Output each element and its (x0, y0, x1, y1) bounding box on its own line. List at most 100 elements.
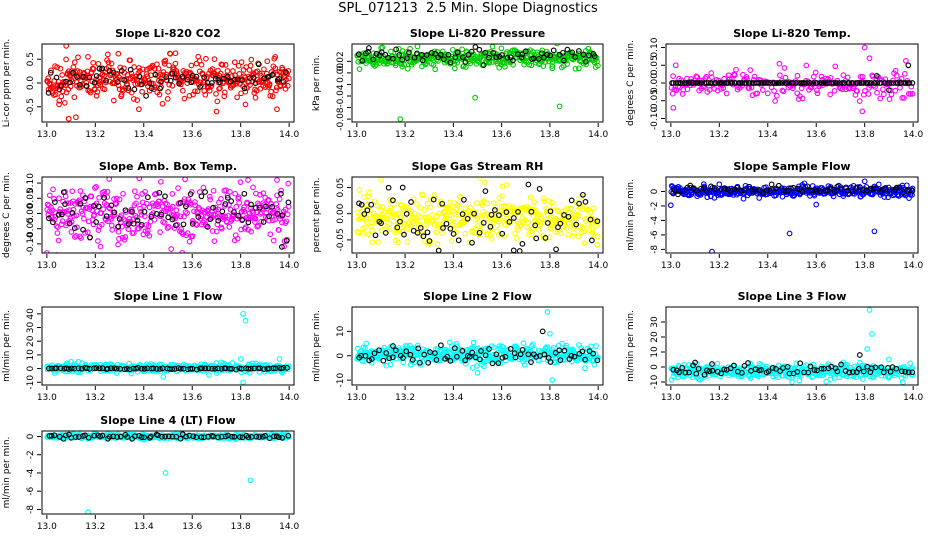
data-point (240, 379, 246, 385)
data-point (184, 76, 191, 83)
data-point (861, 178, 868, 185)
series-raw (354, 177, 601, 248)
data-point (198, 61, 205, 68)
data-point (704, 188, 710, 195)
data-point (790, 80, 797, 86)
data-point (573, 212, 580, 219)
data-point (95, 227, 102, 233)
y-tick-label: 10 (26, 349, 36, 361)
data-point (767, 188, 774, 194)
data-point (195, 214, 202, 220)
data-point (580, 191, 586, 198)
data-point (709, 248, 715, 253)
y-tick-label: -4 (650, 216, 660, 225)
data-point (549, 65, 556, 72)
data-point (886, 96, 893, 102)
data-point (779, 193, 786, 200)
data-point (784, 364, 791, 370)
data-point (214, 221, 221, 228)
data-point (52, 199, 58, 205)
data-point (440, 225, 446, 231)
data-point (168, 246, 175, 252)
chart-title: Slope Li-820 Pressure (410, 27, 545, 40)
data-point (108, 60, 115, 67)
data-point (106, 433, 113, 440)
data-point (194, 88, 201, 95)
data-point (96, 365, 103, 372)
data-point (687, 182, 694, 189)
data-point (572, 215, 579, 222)
x-tick-label: 14.0 (279, 393, 299, 403)
series-averaged (355, 44, 598, 68)
x-tick-label: 13.4 (758, 130, 778, 140)
x-tick-label: 14.0 (279, 261, 299, 271)
data-point (864, 346, 870, 352)
data-point (44, 201, 51, 208)
data-point (245, 365, 252, 372)
data-point (833, 80, 840, 86)
data-point (224, 194, 231, 201)
data-point (545, 198, 552, 204)
data-point (497, 217, 504, 223)
data-point (560, 57, 567, 64)
y-axis-label: ml/min per min. (2, 437, 12, 509)
data-point (62, 432, 69, 439)
data-point (480, 62, 487, 68)
data-point (589, 237, 595, 244)
data-point (838, 361, 844, 368)
data-point (909, 80, 916, 86)
data-point (572, 54, 579, 60)
x-tick-label: 13.4 (134, 261, 154, 271)
data-point (541, 54, 547, 61)
data-point (709, 367, 716, 374)
y-axis-label: degrees C per min. (626, 40, 636, 126)
data-point (180, 221, 187, 228)
x-tick-label: 13.2 (395, 393, 415, 403)
data-point (896, 184, 903, 191)
points-layer (44, 44, 292, 122)
data-point (51, 167, 56, 172)
data-point (136, 106, 142, 113)
data-point (136, 177, 143, 182)
data-point (436, 201, 443, 208)
data-point (814, 188, 820, 195)
data-point (794, 186, 801, 192)
series-averaged (669, 62, 916, 93)
data-point (705, 80, 712, 86)
data-point (579, 348, 586, 355)
data-point (452, 215, 458, 222)
data-point (444, 213, 450, 219)
data-point (667, 202, 674, 209)
data-point (252, 80, 259, 86)
data-point (675, 191, 681, 198)
data-point (419, 57, 426, 64)
data-point (472, 44, 479, 50)
data-point (368, 201, 375, 208)
data-point (67, 83, 74, 90)
data-point (93, 184, 99, 190)
x-tick-label: 13.4 (758, 393, 778, 403)
data-point (495, 360, 502, 366)
data-point (507, 346, 514, 352)
data-point (156, 91, 163, 98)
data-point (359, 204, 365, 211)
data-point (226, 224, 233, 230)
data-point (886, 187, 893, 193)
data-point (96, 194, 102, 201)
data-point (205, 365, 212, 372)
data-point (460, 63, 466, 70)
y-tick-label: -6 (650, 230, 660, 239)
data-point (218, 196, 224, 202)
data-point (74, 74, 80, 80)
data-point (233, 366, 240, 373)
data-point (133, 200, 139, 207)
data-point (407, 351, 414, 358)
data-point (686, 80, 693, 86)
data-point (99, 65, 106, 72)
data-point (169, 433, 176, 440)
data-point (198, 213, 205, 219)
data-point (241, 208, 248, 215)
data-point (255, 365, 262, 372)
data-point (93, 73, 100, 79)
data-point (887, 368, 894, 375)
